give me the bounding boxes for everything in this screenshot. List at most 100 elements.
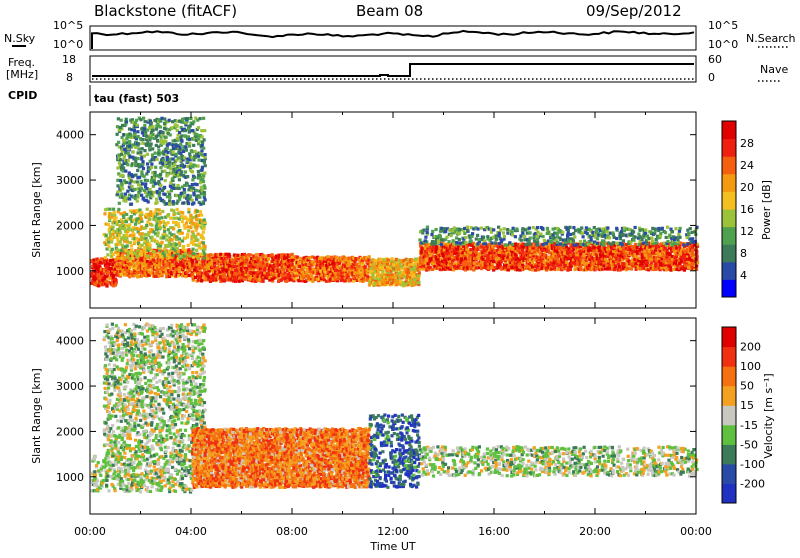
- power-cell: [308, 256, 311, 259]
- power-cell: [626, 267, 629, 270]
- power-cell: [152, 125, 155, 128]
- power-cell: [269, 264, 272, 267]
- power-cell: [181, 220, 184, 223]
- power-cell: [146, 239, 149, 242]
- power-cell: [135, 209, 138, 212]
- power-cell: [197, 170, 200, 173]
- power-cell: [192, 144, 195, 147]
- power-cell: [164, 264, 167, 267]
- power-cell: [176, 124, 179, 127]
- power-cell: [172, 184, 175, 187]
- power-cell: [182, 245, 185, 248]
- power-cell: [103, 212, 106, 215]
- power-cell: [149, 244, 152, 247]
- power-cell: [203, 172, 206, 175]
- power-cell: [140, 194, 143, 197]
- power-cell: [187, 248, 190, 251]
- power-cell: [326, 255, 329, 258]
- power-cell: [174, 212, 177, 215]
- power-cell: [154, 152, 157, 155]
- power-cell: [159, 173, 162, 176]
- power-cell: [168, 203, 171, 206]
- cpid-label: CPID: [8, 89, 37, 102]
- power-cell: [311, 280, 314, 283]
- power-cell: [124, 170, 127, 173]
- power-cell: [153, 191, 156, 194]
- power-cell: [137, 157, 140, 160]
- power-cell: [165, 136, 168, 139]
- power-cell: [175, 217, 178, 220]
- power-cell: [194, 150, 197, 153]
- power-cell: [128, 140, 131, 143]
- power-cell: [158, 209, 161, 212]
- power-cell: [136, 169, 139, 172]
- power-cell: [150, 142, 153, 145]
- power-cell: [123, 154, 126, 157]
- power-cell: [392, 276, 395, 279]
- power-cell: [169, 167, 172, 170]
- power-cell: [146, 208, 149, 211]
- power-cell: [418, 271, 421, 274]
- power-cell: [125, 224, 128, 227]
- power-cell: [121, 174, 124, 177]
- power-cell: [125, 181, 128, 184]
- power-cell: [189, 195, 192, 198]
- power-cell: [573, 268, 576, 271]
- power-cell: [155, 198, 158, 201]
- power-cell: [158, 191, 161, 194]
- power-cell: [133, 132, 136, 135]
- power-cell: [196, 183, 199, 186]
- power-cell: [130, 215, 133, 218]
- power-cell: [131, 257, 134, 260]
- power-cell: [155, 201, 158, 204]
- power-cell: [134, 157, 137, 160]
- power-cell: [140, 170, 143, 173]
- power-cell: [137, 142, 140, 145]
- power-cell: [155, 128, 158, 131]
- power-cell: [123, 227, 126, 230]
- power-cell: [126, 244, 129, 247]
- power-cell: [163, 230, 166, 233]
- power-cell: [181, 232, 184, 235]
- power-cell: [186, 175, 189, 178]
- power-cell: [164, 140, 167, 143]
- power-cell: [125, 213, 128, 216]
- power-cell: [164, 179, 167, 182]
- power-cell: [197, 126, 200, 129]
- power-cell: [112, 225, 115, 228]
- power-cell: [507, 268, 510, 271]
- power-cell: [99, 261, 102, 264]
- power-cell: [426, 226, 429, 229]
- power-cell: [426, 231, 429, 234]
- power-cell: [202, 202, 205, 205]
- power-cell: [184, 252, 187, 255]
- power-cell: [130, 248, 133, 251]
- nsky-trace: [92, 31, 694, 49]
- power-cell: [195, 218, 198, 221]
- power-cell: [195, 244, 198, 247]
- power-cell: [157, 217, 160, 220]
- freq-tick-top: 18: [62, 53, 76, 66]
- power-cell: [124, 196, 127, 199]
- power-cell: [176, 184, 179, 187]
- power-cell: [188, 138, 191, 141]
- power-cell: [200, 129, 203, 132]
- power-cell: [182, 150, 185, 153]
- power-cell: [188, 142, 191, 145]
- date-label: 09/Sep/2012: [586, 2, 682, 20]
- power-cell: [243, 278, 246, 281]
- power-cell: [619, 247, 622, 250]
- power-cell: [159, 184, 162, 187]
- power-cell: [184, 145, 187, 148]
- power-cell: [172, 144, 175, 147]
- power-cell: [141, 131, 144, 134]
- power-cell: [190, 170, 193, 173]
- power-cell: [166, 151, 169, 154]
- power-cell: [155, 228, 158, 231]
- power-cell: [183, 191, 186, 194]
- power-cell: [204, 164, 207, 167]
- power-cell: [180, 140, 183, 143]
- power-cell: [168, 164, 171, 167]
- power-cell: [178, 187, 181, 190]
- power-cell: [559, 263, 562, 266]
